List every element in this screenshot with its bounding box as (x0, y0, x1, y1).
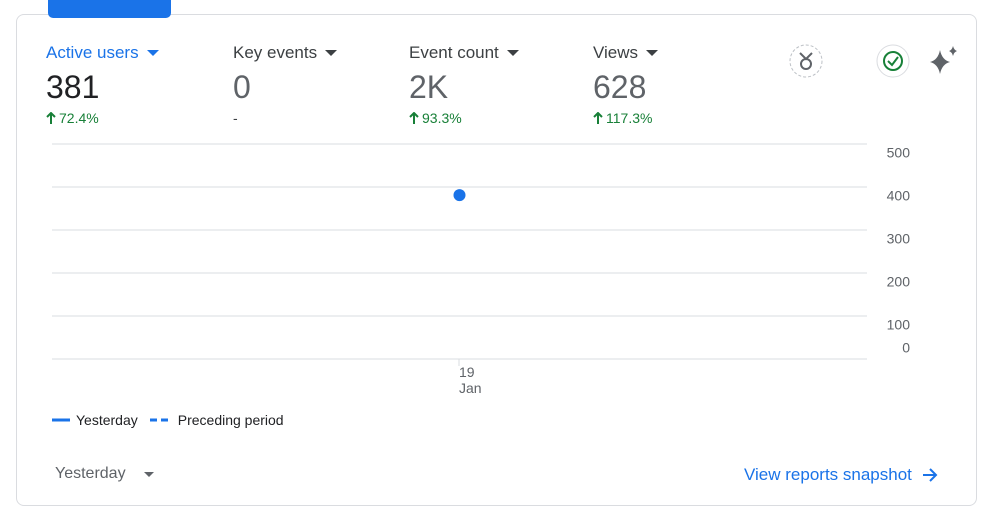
metric-label: Event count (409, 43, 519, 63)
metric-value: 0 (233, 69, 251, 105)
change-value: 72.4% (59, 110, 99, 126)
caret (506, 50, 519, 56)
metric-name: Event count (409, 43, 499, 62)
legend-label: Preceding period (177, 412, 284, 428)
metric-name: Active users (46, 43, 139, 62)
metric[interactable]: Views 628 117.3% (593, 43, 659, 126)
y-tick-label: 0 (902, 340, 910, 356)
metric-label: Key events (233, 43, 338, 63)
metric[interactable]: Event count 2K 93.3% (409, 43, 519, 126)
sparkle-icon[interactable] (930, 46, 957, 74)
legend-label: Yesterday (76, 412, 138, 428)
metric-name: Views (593, 43, 639, 62)
caret (146, 50, 159, 56)
y-tick-label: 400 (887, 188, 911, 204)
metric-value: 381 (46, 69, 100, 105)
x-tick-label: 19 Jan (459, 364, 482, 396)
caret (143, 471, 154, 477)
metric[interactable]: Active users 381 72.4% (46, 43, 159, 126)
metric-value: 628 (593, 69, 647, 105)
metric-change: 72.4% (46, 110, 159, 126)
change-value: 117.3% (606, 110, 653, 126)
legend: Yesterday Preceding period (52, 412, 284, 428)
metric-change: - (233, 110, 337, 126)
up-arrow (409, 111, 419, 124)
up-arrow (46, 111, 56, 124)
card (16, 14, 977, 506)
link-label: View reports snapshot (744, 465, 912, 484)
y-tick-label: 300 (887, 231, 911, 247)
up-arrow (593, 111, 603, 124)
y-tick-label: 100 (887, 317, 911, 333)
medal-icon (789, 44, 823, 78)
metric-value: 2K (409, 69, 449, 105)
check-icon[interactable] (876, 44, 910, 78)
caret (646, 50, 659, 56)
caret (325, 50, 338, 56)
legend-swatch (52, 418, 70, 422)
selected-tab (48, 0, 171, 18)
metric-label: Views (593, 43, 659, 63)
metric-name: Key events (233, 43, 318, 62)
arrow-icon (922, 468, 938, 482)
legend-swatch (149, 418, 172, 422)
metric-label: Active users (46, 43, 159, 63)
data-point (453, 189, 466, 202)
snapshot-link[interactable]: View reports snapshot (744, 465, 938, 485)
y-tick-label: 500 (887, 145, 911, 161)
change-value: 93.3% (422, 110, 462, 126)
metric-change: 93.3% (409, 110, 519, 126)
change-value: - (233, 110, 238, 126)
period-dropdown[interactable]: Yesterday (55, 465, 154, 483)
metric[interactable]: Key events 0 - (233, 43, 338, 126)
y-tick-label: 200 (887, 274, 911, 290)
metric-change: 117.3% (593, 110, 658, 126)
period-label: Yesterday (55, 465, 126, 482)
